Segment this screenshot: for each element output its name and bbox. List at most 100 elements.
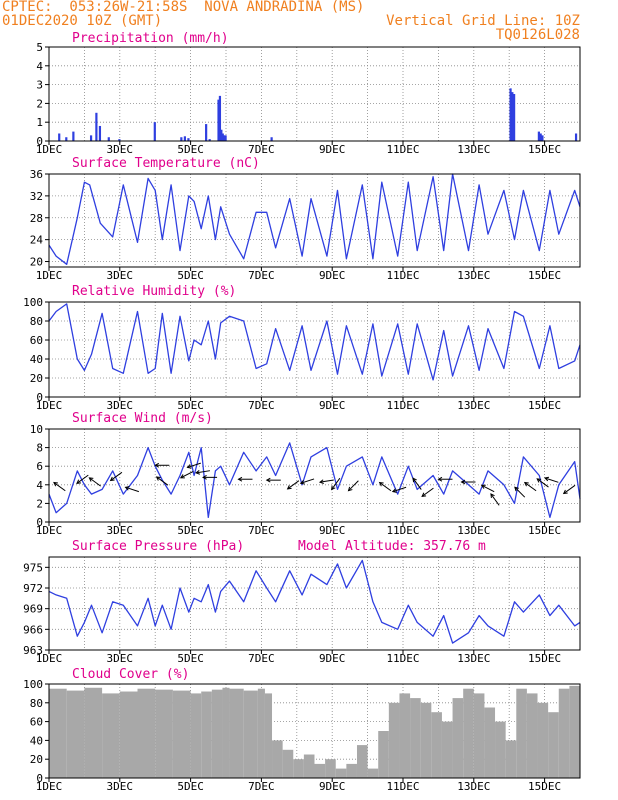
- x-tick-label: 9DEC: [319, 269, 346, 282]
- x-tick-label: 9DEC: [319, 780, 346, 793]
- cloud-bar: [335, 768, 347, 778]
- wind-arrow-head: [124, 486, 130, 491]
- wind-arrow-shaft: [156, 476, 169, 486]
- y-tick-label: 28: [30, 212, 43, 225]
- wind-arrow-shaft: [536, 478, 549, 488]
- wind-arrow: [437, 476, 453, 482]
- x-tick-label: 1DEC: [36, 652, 63, 665]
- wind-arrow-head: [109, 476, 115, 482]
- cloud-bar: [272, 740, 283, 778]
- x-tick-label: 3DEC: [107, 652, 134, 665]
- y-tick-label: 966: [23, 623, 43, 636]
- wind-arrow: [347, 480, 359, 492]
- temp-frame: [48, 173, 581, 268]
- wind-arrow: [421, 487, 434, 497]
- y-tick-label: 0: [36, 772, 43, 785]
- x-tick-label: 3DEC: [107, 524, 134, 537]
- cloud-bar: [356, 745, 368, 778]
- wind-arrow: [544, 476, 559, 483]
- x-tick-label: 11DEC: [386, 524, 419, 537]
- cloud-bar: [441, 721, 453, 778]
- cloud-bar: [137, 688, 156, 778]
- wind-arrow: [124, 486, 140, 493]
- precip-bar: [98, 125, 102, 141]
- x-tick-label: 11DEC: [386, 780, 419, 793]
- y-tick-label: 3: [36, 79, 43, 92]
- cloud-bar: [314, 763, 326, 778]
- wind-arrow: [88, 477, 101, 487]
- precip-bar: [509, 88, 512, 141]
- wind-arrow: [490, 493, 500, 506]
- y-tick-label: 40: [30, 734, 43, 747]
- precip-frame: [48, 46, 581, 142]
- x-tick-label: 5DEC: [177, 524, 204, 537]
- x-tick-label: 3DEC: [107, 780, 134, 793]
- precip-bar: [218, 95, 222, 141]
- y-tick-label: 10: [30, 423, 43, 436]
- temp-panel: 20 24 28 32 36 1DEC 3DEC 5DEC 7DEC 9DEC 11DEC 13DEC…: [30, 168, 581, 282]
- wind-arrow-head: [265, 477, 271, 483]
- cloud-bar: [282, 749, 294, 778]
- wind-arrow: [237, 476, 253, 482]
- precip-bar: [224, 135, 227, 141]
- x-tick-label: 1DEC: [36, 269, 63, 282]
- x-tick-label: 1DEC: [36, 524, 63, 537]
- wind-frame: [48, 428, 581, 523]
- x-tick-label: 3DEC: [107, 269, 134, 282]
- y-tick-label: 80: [30, 315, 43, 328]
- y-tick-label: 969: [23, 603, 43, 616]
- x-tick-label: 5DEC: [177, 652, 204, 665]
- wind-arrow-head: [437, 476, 443, 482]
- wind-arrow: [523, 481, 537, 492]
- cloud-bar: [155, 689, 173, 778]
- wind-arrow-head: [237, 476, 243, 482]
- y-tick-label: 32: [30, 190, 43, 203]
- x-tick-label: 1DEC: [36, 399, 63, 412]
- header-line2: 01DEC2020 10Z (GMT): [2, 13, 163, 29]
- wind-arrow-shaft: [110, 471, 123, 481]
- precip-bar: [511, 92, 514, 141]
- precip-bar: [220, 129, 223, 141]
- precip-bar: [187, 138, 190, 141]
- y-tick-label: 6: [36, 460, 43, 473]
- precip-bar: [58, 133, 61, 141]
- wind-arrow-head: [88, 477, 94, 482]
- wind-arrow-shaft: [287, 480, 300, 490]
- wind-arrow: [202, 475, 218, 480]
- cloud-bar: [346, 763, 357, 778]
- x-tick-label: 11DEC: [386, 652, 419, 665]
- cloud-bar: [505, 740, 517, 778]
- precip-bar: [205, 124, 208, 141]
- wind-arrow-shaft: [392, 486, 407, 493]
- wind-arrow: [378, 481, 392, 492]
- x-tick-label: 13DEC: [457, 399, 490, 412]
- cloud-bar: [378, 731, 389, 778]
- wind-arrow-head: [391, 488, 397, 493]
- wind-arrow: [186, 462, 201, 469]
- wind-arrow: [391, 486, 407, 493]
- y-tick-label: 0: [36, 516, 43, 529]
- y-tick-label: 5: [36, 41, 43, 54]
- x-tick-label: 3DEC: [107, 399, 134, 412]
- cloud-bar: [303, 754, 315, 778]
- wind-arrow-shaft: [89, 477, 101, 487]
- cloud-bar: [243, 690, 258, 778]
- cloud-panel: 0 20 40 60 80 100 1DEC 3DEC 5DEC 7DEC 9DEC 11DEC 13D…: [23, 678, 581, 793]
- x-tick-label: 11DEC: [386, 269, 419, 282]
- x-tick-label: 7DEC: [248, 143, 275, 156]
- wind-arrow: [331, 477, 341, 491]
- wind-arrow: [318, 479, 334, 484]
- cloud-bar: [66, 690, 85, 778]
- wind-arrow-head: [421, 492, 427, 497]
- x-tick-label: 7DEC: [248, 399, 275, 412]
- y-tick-label: 2: [36, 497, 43, 510]
- cloud-bar: [257, 688, 265, 778]
- x-tick-label: 15DEC: [528, 143, 561, 156]
- precip-bar: [118, 139, 121, 141]
- cloud-bar: [49, 688, 67, 778]
- precip-title: Precipitation (mm/h): [72, 31, 229, 46]
- temp-title: Surface Temperature (nC): [72, 156, 260, 171]
- wind-arrow-shaft: [524, 482, 537, 492]
- temp-series-line: [48, 173, 581, 265]
- y-tick-label: 8: [36, 442, 43, 455]
